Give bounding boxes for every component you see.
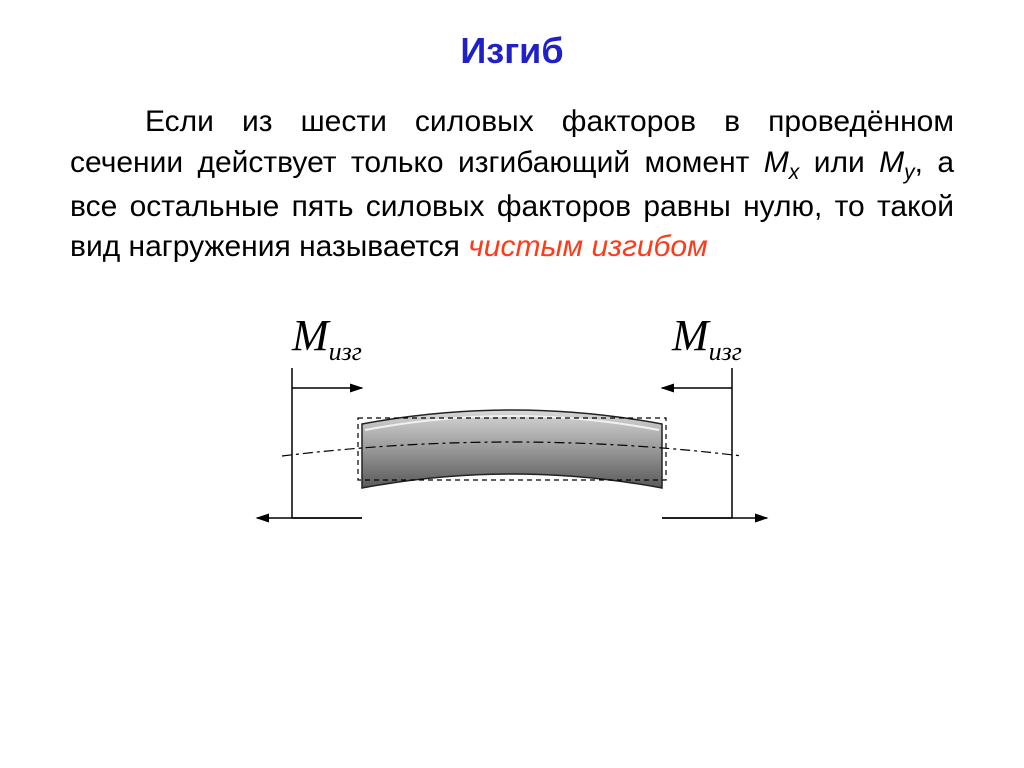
bending-diagram: Mизг Mизг [162,298,862,558]
moment-label-left: Mизг [291,311,362,366]
beam-body [362,410,662,488]
symbol-mx: M [764,146,789,179]
symbol-mx-sub: x [789,161,800,184]
page-title: Изгиб [70,30,954,72]
text-run-2: или [814,146,879,179]
term-pure-bending: чистым изгибом [468,230,707,263]
bending-diagram-wrap: Mизг Mизг [70,298,954,558]
symbol-my: M [879,146,904,179]
symbol-my-sub: y [904,161,915,184]
moment-label-right: Mизг [671,311,742,366]
definition-paragraph: Если из шести силовых факторов в проведё… [70,102,954,268]
